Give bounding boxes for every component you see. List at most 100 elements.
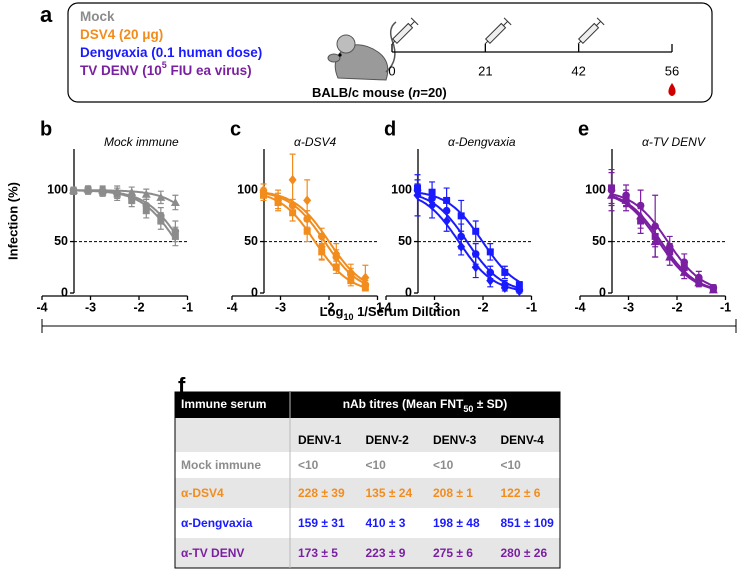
- group-name: Dengvaxia (0.1 human dose): [80, 45, 262, 60]
- data-point: [303, 227, 311, 235]
- table-cell: 228 ± 39: [298, 486, 345, 500]
- mouse-snout: [327, 53, 341, 63]
- text: nAb titres (Mean FNT50 ± SD): [343, 397, 508, 414]
- table-cell: <10: [366, 458, 387, 472]
- data-point: [442, 216, 451, 226]
- panel-title: α-TV DENV: [642, 135, 706, 149]
- y-tick-label: 0: [599, 285, 606, 299]
- data-point: [274, 195, 283, 206]
- y-tick-label: 0: [405, 285, 412, 299]
- x-axis-label: 10: [343, 312, 353, 322]
- data-point: [83, 184, 93, 193]
- panel-label: f: [178, 373, 186, 398]
- table-cell: α-TV DENV: [181, 546, 244, 560]
- data-point: [289, 209, 297, 217]
- table-cell: 208 ± 1: [433, 486, 473, 500]
- data-point: [428, 188, 436, 196]
- text: DSV4 (20 μg): [80, 27, 163, 42]
- table-cell: 275 ± 6: [433, 546, 473, 560]
- data-point: [650, 237, 660, 246]
- timeline-label: 42: [571, 63, 585, 78]
- mouse-label: n: [412, 85, 420, 100]
- data-point: [679, 267, 689, 276]
- data-point: [317, 241, 326, 252]
- data-point: [457, 212, 465, 220]
- table-cell: <10: [298, 458, 319, 472]
- table-header: Immune serum: [181, 397, 266, 411]
- data-point: [471, 250, 480, 258]
- mouse-tail: [385, 21, 397, 73]
- y-tick-label: 100: [237, 182, 258, 196]
- x-tick-label: -1: [526, 300, 537, 314]
- mouse-eye: [338, 53, 342, 57]
- x-tick-label: -3: [623, 300, 634, 314]
- column-header: DENV-4: [501, 433, 545, 447]
- table-cell: 159 ± 31: [298, 516, 345, 530]
- table-row-bg: [175, 538, 560, 568]
- group-name: DSV4 (20 μg): [80, 27, 163, 42]
- table-cell: 173 ± 5: [298, 546, 338, 560]
- table-border: [174, 391, 561, 569]
- panel-title: α-DSV4: [294, 135, 337, 149]
- data-point: [170, 197, 180, 206]
- panel-label: a: [40, 2, 53, 27]
- text: Dengvaxia (0.1 human dose): [80, 45, 262, 60]
- panel-label: e: [578, 118, 589, 140]
- syringe: [484, 17, 512, 45]
- fit-curve: [263, 191, 366, 283]
- syringes: [391, 17, 605, 45]
- y-tick-label: 100: [585, 182, 606, 196]
- mouse-label: BALB/c mouse (: [312, 85, 413, 100]
- panel-label: d: [384, 118, 396, 140]
- table-cell: α-Dengvaxia: [181, 516, 253, 530]
- y-tick-label: 50: [398, 234, 412, 248]
- table-row-bg: [175, 452, 560, 478]
- y-tick-label: 50: [54, 234, 68, 248]
- data-point: [332, 248, 341, 259]
- x-tick-label: -4: [380, 300, 391, 314]
- y-axis-label: Infection (%): [5, 182, 20, 260]
- table-header: 50: [463, 404, 473, 414]
- x-axis-label: 1/Serum Dilution: [353, 304, 460, 319]
- table-cell: <10: [501, 458, 522, 472]
- mouse-icon: [327, 21, 397, 81]
- syringe: [391, 17, 419, 45]
- table-row-bg: [175, 478, 560, 508]
- table-cell: Mock immune: [181, 458, 261, 472]
- data-point: [303, 195, 312, 206]
- fit-curve: [611, 193, 714, 287]
- data-point: [486, 275, 495, 286]
- timeline-label: 0: [388, 63, 395, 78]
- table-cell: 122 ± 6: [501, 486, 541, 500]
- table-cell: 223 ± 9: [366, 546, 406, 560]
- group-name: FIU ea virus): [167, 63, 252, 78]
- data-point: [708, 285, 718, 294]
- data-point: [486, 248, 494, 256]
- x-tick-label: -3: [275, 300, 286, 314]
- text: BALB/c mouse (n=20): [312, 85, 447, 100]
- table-header-bg: [175, 392, 560, 418]
- y-tick-label: 0: [251, 285, 258, 299]
- table-cell: 410 ± 3: [366, 516, 406, 530]
- blood-drop: [668, 83, 676, 96]
- data-point: [607, 190, 617, 199]
- y-tick-label: 50: [592, 234, 606, 248]
- x-tick-label: -2: [323, 300, 334, 314]
- data-point: [665, 252, 675, 261]
- group-name: 5: [162, 60, 167, 70]
- y-tick-label: 100: [47, 182, 68, 196]
- column-header: DENV-2: [366, 433, 410, 447]
- panel-title: α-Dengvaxia: [448, 135, 516, 149]
- data-point: [157, 217, 165, 225]
- data-point: [472, 227, 480, 235]
- timeline-label: 21: [478, 63, 492, 78]
- y-tick-label: 50: [244, 234, 258, 248]
- data-point: [471, 262, 480, 273]
- column-header: DENV-1: [298, 433, 342, 447]
- table-cell: 280 ± 26: [501, 546, 548, 560]
- data-point: [694, 278, 704, 287]
- data-point: [98, 185, 108, 194]
- panel-label: b: [40, 118, 52, 140]
- data-point: [501, 268, 509, 276]
